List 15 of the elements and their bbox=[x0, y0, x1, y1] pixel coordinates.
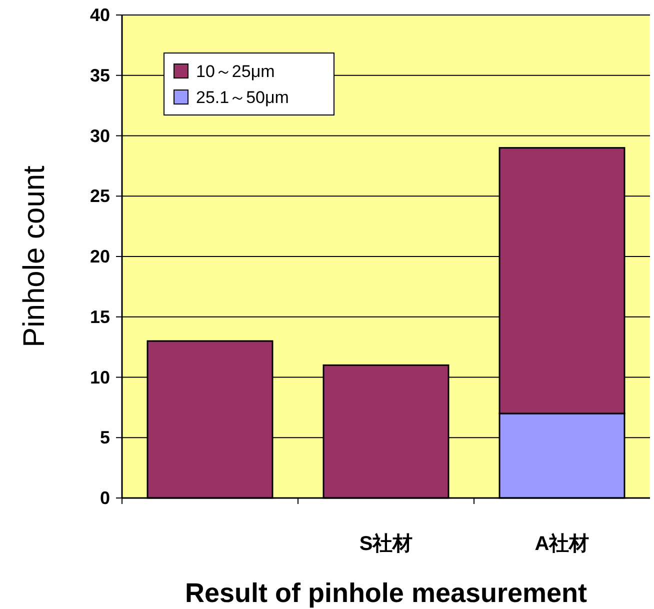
y-tick-label: 15 bbox=[90, 306, 110, 327]
legend-label: 10～25μm bbox=[196, 62, 275, 81]
x-tick-label: S社材 bbox=[359, 532, 413, 555]
y-tick-label: 30 bbox=[90, 126, 110, 146]
y-axis-title: Pinhole count bbox=[18, 164, 51, 348]
legend-label: 25.1～50μm bbox=[196, 88, 289, 107]
y-tick-label: 40 bbox=[90, 5, 110, 25]
x-axis-title: Result of pinhole measurement bbox=[184, 578, 588, 608]
y-tick-label: 5 bbox=[100, 428, 110, 448]
y-tick-label: 20 bbox=[90, 246, 110, 266]
y-tick-label: 35 bbox=[90, 65, 110, 86]
x-tick-label: A社材 bbox=[534, 532, 590, 555]
y-tick-label: 0 bbox=[100, 488, 110, 508]
y-tick-label: 25 bbox=[90, 186, 110, 206]
y-tick-label: 10 bbox=[90, 367, 110, 388]
